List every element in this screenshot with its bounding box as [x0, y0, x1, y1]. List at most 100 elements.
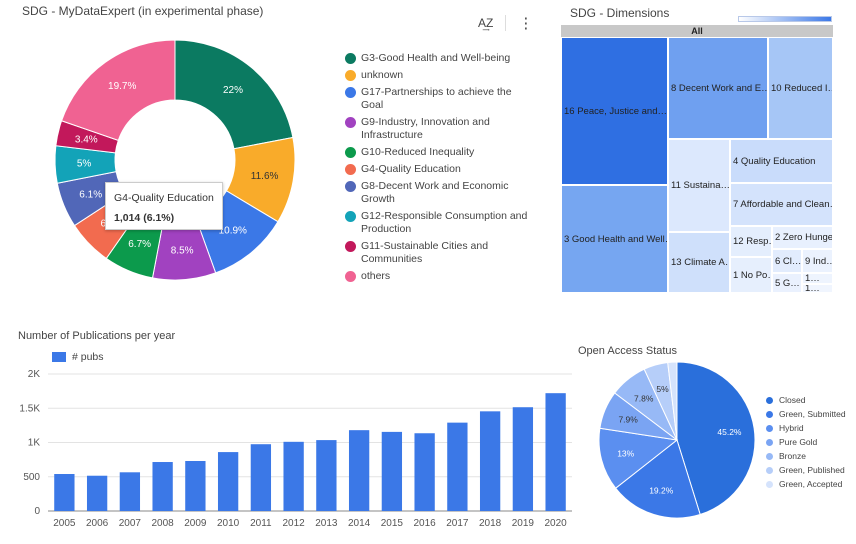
- oa-legend: Closed Green, Submitted Hybrid Pure Gold Bro…: [766, 393, 846, 491]
- bar-xtick-label: 2013: [315, 518, 338, 529]
- legend-dot: [766, 438, 773, 446]
- treemap-cell[interactable]: 9 Ind…: [802, 249, 833, 273]
- pubs-bar[interactable]: [512, 407, 534, 511]
- treemap-cell[interactable]: 1…: [802, 273, 833, 284]
- legend-label: Green, Submitted: [779, 409, 846, 419]
- sort-az-icon[interactable]: A͢Z: [478, 16, 494, 30]
- bar-xtick-label: 2008: [152, 518, 175, 529]
- donut-legend-item[interactable]: G17-Partnerships to achieve the Goal: [345, 86, 535, 112]
- toolbar-divider: [505, 15, 507, 31]
- pubs-bar[interactable]: [54, 474, 75, 511]
- donut-slice[interactable]: [60, 39, 176, 142]
- pubs-bar[interactable]: [86, 475, 108, 511]
- treemap-color-scale: [738, 16, 832, 22]
- treemap-title: SDG - Dimensions: [570, 6, 670, 20]
- treemap-cell[interactable]: 13 Climate A…: [668, 232, 730, 293]
- donut-legend-item[interactable]: G11-Sustainable Cities and Communities: [345, 240, 535, 266]
- bar-xtick-label: 2017: [446, 518, 469, 529]
- legend-dot: [766, 452, 773, 460]
- donut-legend-item[interactable]: G4-Quality Education: [345, 163, 535, 176]
- treemap-cell[interactable]: 12 Resp…: [730, 226, 772, 257]
- oa-slice-label: 45.2%: [717, 427, 742, 437]
- oa-legend-item[interactable]: Green, Submitted: [766, 407, 846, 421]
- donut-legend-item[interactable]: G8-Decent Work and Economic Growth: [345, 180, 535, 206]
- pubs-bar[interactable]: [545, 393, 566, 511]
- pubs-bar[interactable]: [185, 460, 206, 511]
- donut-slice-label: 8.5%: [171, 246, 194, 257]
- pubs-bar[interactable]: [119, 472, 141, 511]
- donut-legend-item[interactable]: G9-Industry, Innovation and Infrastructu…: [345, 116, 535, 142]
- legend-label: unknown: [361, 69, 404, 81]
- bar-xtick-label: 2015: [381, 518, 404, 529]
- tooltip-label: G4-Quality Education: [114, 192, 214, 204]
- bar-ytick-label: 500: [23, 472, 40, 483]
- oa-legend-item[interactable]: Green, Accepted: [766, 477, 846, 491]
- oa-slice[interactable]: [614, 439, 701, 519]
- oa-legend-item[interactable]: Green, Published: [766, 463, 846, 477]
- more-options-icon[interactable]: ⋮: [518, 15, 534, 32]
- legend-label: G9-Industry, Innovation and Infrastructu…: [361, 116, 490, 141]
- legend-dot: [345, 241, 356, 252]
- legend-label: G8-Decent Work and Economic Growth: [361, 180, 509, 205]
- legend-label: G3-Good Health and Well-being: [361, 52, 511, 64]
- oa-legend-item[interactable]: Closed: [766, 393, 846, 407]
- oa-legend-item[interactable]: Bronze: [766, 449, 846, 463]
- oa-pie-chart: 45.2% 19.2% 13% 7.9% 7.8%5%: [598, 361, 756, 519]
- pubs-bar[interactable]: [250, 444, 272, 511]
- pubs-legend-label: # pubs: [72, 351, 104, 363]
- treemap-cell[interactable]: 5 G…: [772, 273, 802, 293]
- legend-dot: [766, 424, 773, 432]
- pubs-bar[interactable]: [283, 441, 304, 511]
- treemap-cell[interactable]: 11 Sustaina…: [668, 139, 730, 232]
- donut-slice-label: 10.9%: [219, 225, 247, 236]
- donut-legend-item[interactable]: others: [345, 270, 535, 283]
- legend-dot: [345, 53, 356, 64]
- legend-dot: [766, 410, 773, 418]
- pubs-bar[interactable]: [479, 411, 501, 511]
- legend-dot: [345, 147, 356, 158]
- treemap-cell[interactable]: 2 Zero Hunger: [772, 226, 833, 249]
- treemap-cell[interactable]: 1…: [802, 284, 833, 293]
- pubs-bar[interactable]: [381, 431, 403, 511]
- pubs-bar[interactable]: [414, 433, 435, 511]
- legend-dot: [345, 117, 356, 128]
- legend-label: others: [361, 270, 391, 282]
- treemap-cell[interactable]: 6 Cl…: [772, 249, 802, 273]
- treemap-cell[interactable]: 10 Reduced I…: [768, 37, 833, 139]
- donut-chart-title: SDG - MyDataExpert (in experimental phas…: [22, 4, 264, 18]
- treemap-root[interactable]: All: [561, 25, 833, 37]
- donut-legend-item[interactable]: unknown: [345, 69, 535, 82]
- legend-label: Pure Gold: [779, 437, 818, 447]
- treemap-cell[interactable]: 3 Good Health and Well…: [561, 185, 668, 293]
- oa-legend-item[interactable]: Hybrid: [766, 421, 846, 435]
- oa-legend-item[interactable]: Pure Gold: [766, 435, 846, 449]
- pubs-chart-title: Number of Publications per year: [18, 330, 176, 342]
- bar-xtick-label: 2019: [512, 518, 535, 529]
- tooltip-value: 1,014 (6.1%): [114, 212, 175, 224]
- donut-legend-item[interactable]: G3-Good Health and Well-being: [345, 52, 535, 65]
- pubs-legend-swatch: [52, 352, 66, 362]
- oa-slice[interactable]: [598, 427, 679, 489]
- treemap-cell[interactable]: 4 Quality Education: [730, 139, 833, 183]
- treemap-cell[interactable]: 7 Affordable and Clean…: [730, 183, 833, 226]
- bar-xtick-label: 2006: [86, 518, 109, 529]
- pubs-bar[interactable]: [348, 430, 370, 511]
- bar-xtick-label: 2009: [184, 518, 207, 529]
- treemap-cell[interactable]: 8 Decent Work and E…: [668, 37, 768, 139]
- donut-slice[interactable]: [174, 39, 294, 150]
- legend-dot: [345, 70, 356, 81]
- oa-slice[interactable]: [676, 361, 756, 516]
- pubs-bar[interactable]: [316, 440, 337, 511]
- pubs-bar[interactable]: [152, 462, 173, 511]
- donut-legend-item[interactable]: G10-Reduced Inequality: [345, 146, 535, 159]
- chart-toolbar: A͢Z ⋮: [478, 14, 533, 32]
- oa-slice[interactable]: [667, 361, 678, 441]
- legend-label: G12-Responsible Consumption and Producti…: [361, 210, 528, 235]
- pubs-bar[interactable]: [217, 452, 239, 511]
- treemap-cell[interactable]: 16 Peace, Justice and…: [561, 37, 668, 185]
- pubs-bar[interactable]: [447, 422, 468, 511]
- legend-label: Green, Accepted: [779, 479, 843, 489]
- pubs-legend: # pubs: [52, 351, 104, 363]
- treemap-cell[interactable]: 1 No Po…: [730, 257, 772, 293]
- donut-legend-item[interactable]: G12-Responsible Consumption and Producti…: [345, 210, 535, 236]
